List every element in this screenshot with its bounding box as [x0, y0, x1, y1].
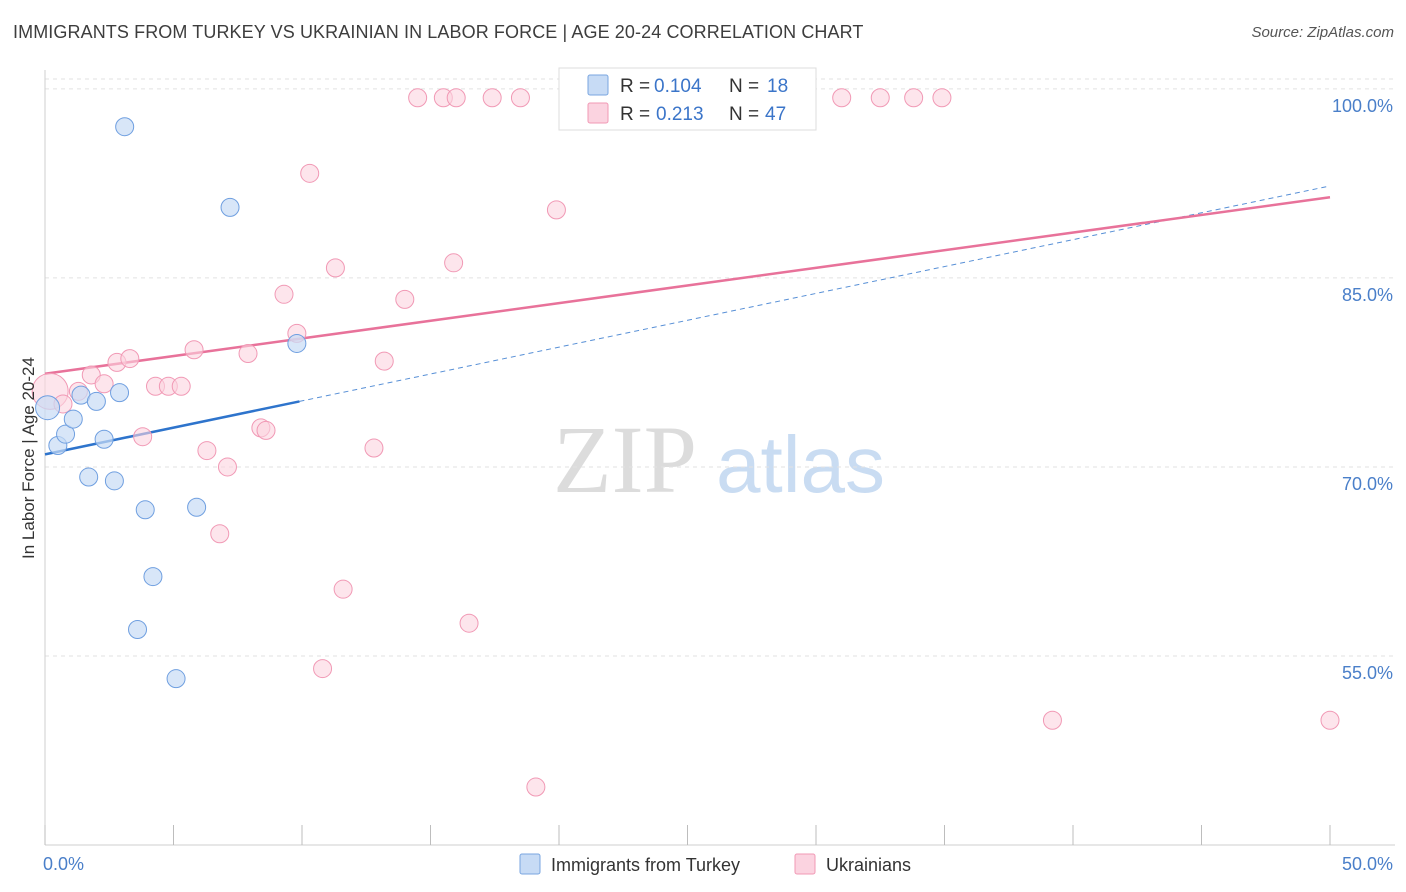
- trend-lines: [44, 185, 1331, 456]
- data-point-ukrainians: [932, 88, 952, 108]
- data-point-turkey: [115, 117, 135, 137]
- bottom-legend-label-turkey: Immigrants from Turkey: [551, 855, 740, 875]
- bottom-legend-swatch-ukrainians: [794, 853, 816, 875]
- y-tick-label: 55.0%: [1342, 663, 1393, 683]
- data-point-ukrainians: [546, 200, 566, 220]
- data-point-ukrainians: [364, 438, 384, 458]
- legend-n-value-turkey: 18: [767, 76, 788, 97]
- data-point-ukrainians: [120, 349, 140, 369]
- data-point-turkey: [287, 333, 307, 353]
- bottom-legend-swatch-turkey: [519, 853, 541, 875]
- y-tick-label: 85.0%: [1342, 285, 1393, 305]
- chart-title: IMMIGRANTS FROM TURKEY VS UKRAINIAN IN L…: [13, 22, 864, 42]
- data-point-ukrainians: [446, 88, 466, 108]
- data-point-ukrainians: [210, 524, 230, 544]
- x-tick-label: 0.0%: [43, 854, 84, 874]
- data-point-ukrainians: [325, 258, 345, 278]
- legend-swatch-turkey: [587, 74, 609, 96]
- data-point-ukrainians: [300, 163, 320, 183]
- data-point-ukrainians: [408, 88, 428, 108]
- data-point-ukrainians: [395, 289, 415, 309]
- data-point-ukrainians: [526, 777, 546, 797]
- data-point-turkey: [135, 500, 155, 520]
- source-label: Source: ZipAtlas.com: [1251, 24, 1394, 41]
- legend-n-label: N =: [729, 76, 759, 97]
- data-point-ukrainians: [238, 344, 258, 364]
- legend-r-value-turkey: 0.104: [654, 76, 702, 97]
- data-point-turkey: [63, 409, 83, 429]
- data-point-ukrainians: [133, 427, 153, 447]
- data-point-ukrainians: [1042, 710, 1062, 730]
- data-point-turkey: [94, 429, 114, 449]
- axes: 0.0% 50.0%: [43, 70, 1395, 874]
- data-point-ukrainians: [274, 284, 294, 304]
- data-point-ukrainians: [904, 88, 924, 108]
- legend-r-label: R =: [620, 76, 650, 97]
- legend-r-label: R =: [620, 104, 650, 125]
- data-point-turkey: [104, 471, 124, 491]
- data-point-turkey: [79, 467, 99, 487]
- data-point-turkey: [143, 567, 163, 587]
- data-point-ukrainians: [184, 340, 204, 360]
- watermark-zip: ZIP: [553, 406, 697, 513]
- data-point-ukrainians: [171, 376, 191, 396]
- legend-r-value-ukrainians: 0.213: [656, 104, 704, 125]
- data-point-turkey: [86, 391, 106, 411]
- legend-swatch-ukrainians: [587, 102, 609, 124]
- data-point-ukrainians: [870, 88, 890, 108]
- grid-lines: 55.0% 70.0% 85.0% 100.0%: [45, 78, 1395, 683]
- data-point-ukrainians: [256, 420, 276, 440]
- data-point-turkey: [187, 497, 207, 517]
- data-point-ukrainians: [333, 579, 353, 599]
- data-point-ukrainians: [444, 253, 464, 273]
- data-point-turkey: [220, 197, 240, 217]
- trend-line-ukrainians: [44, 196, 1331, 375]
- data-point-ukrainians: [94, 374, 114, 394]
- data-point-ukrainians: [459, 613, 479, 633]
- data-point-turkey: [110, 383, 130, 403]
- bottom-legend-label-ukrainians: Ukrainians: [826, 855, 911, 875]
- bottom-legend: Immigrants from Turkey Ukrainians: [519, 853, 911, 875]
- data-point-ukrainians: [313, 659, 333, 679]
- watermark-atlas: atlas: [716, 420, 885, 509]
- x-tick-label: 50.0%: [1342, 854, 1393, 874]
- data-point-ukrainians: [374, 351, 394, 371]
- data-point-ukrainians: [1320, 710, 1340, 730]
- legend-n-label: N =: [729, 104, 759, 125]
- data-point-turkey: [166, 669, 186, 689]
- data-point-ukrainians: [197, 441, 217, 461]
- data-point-turkey: [128, 620, 148, 640]
- data-point-turkey: [35, 395, 61, 421]
- data-point-turkey: [56, 424, 76, 444]
- y-tick-label: 70.0%: [1342, 474, 1393, 494]
- data-point-ukrainians: [217, 457, 237, 477]
- y-axis-label: In Labor Force | Age 20-24: [19, 357, 38, 559]
- y-tick-label: 100.0%: [1332, 96, 1393, 116]
- legend-n-value-ukrainians: 47: [765, 104, 786, 125]
- legend: R = 0.104 N = 18 R = 0.213 N = 47: [558, 67, 817, 131]
- data-point-ukrainians: [510, 88, 530, 108]
- trend-line-turkey: [44, 400, 300, 456]
- data-point-ukrainians: [482, 88, 502, 108]
- data-point-ukrainians: [832, 88, 852, 108]
